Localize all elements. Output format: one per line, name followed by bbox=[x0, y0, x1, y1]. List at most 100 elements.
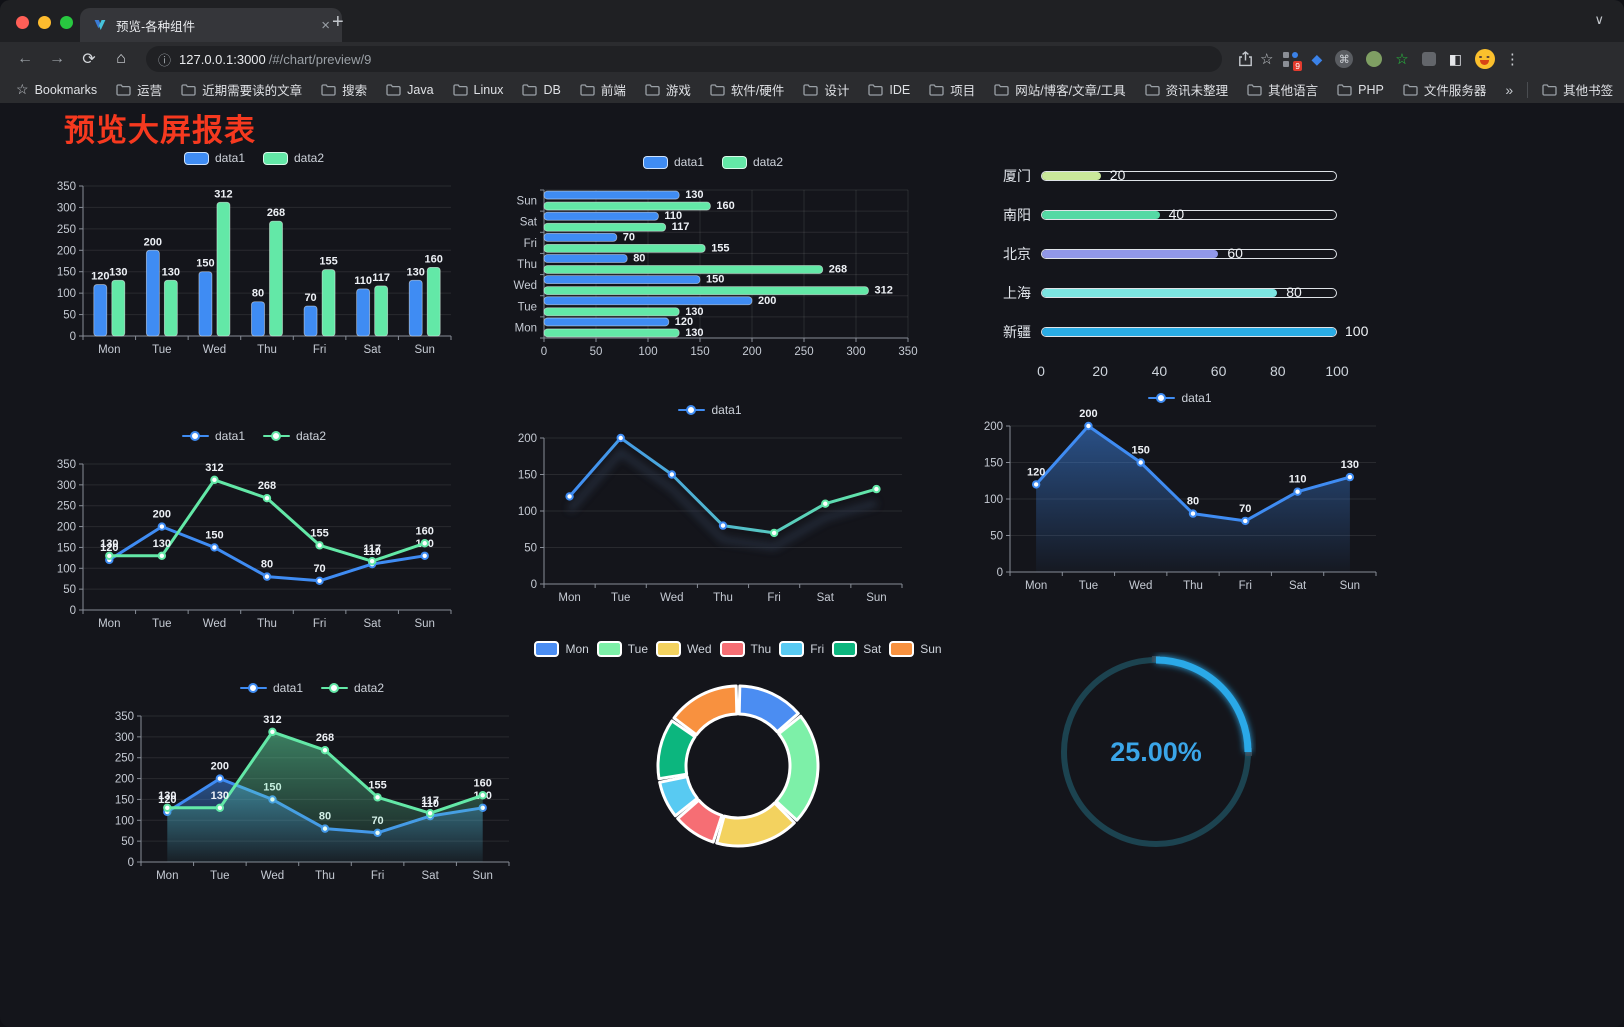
bookmark-item[interactable]: 资讯未整理 bbox=[1144, 80, 1229, 99]
site-info-icon[interactable]: ⓘ bbox=[158, 52, 172, 68]
extension-badge-count: 9 bbox=[1292, 60, 1303, 71]
pie-slice-wed[interactable] bbox=[715, 801, 796, 848]
puzzle-extensions-icon[interactable] bbox=[1421, 52, 1436, 66]
bookmark-item[interactable]: Java bbox=[386, 80, 434, 99]
bookmark-item-label: 资讯未整理 bbox=[1165, 84, 1229, 98]
green-dot-extension-icon[interactable] bbox=[1366, 51, 1383, 67]
browser-tab[interactable]: 预览-各种组件 × bbox=[80, 8, 342, 42]
command-extension-icon[interactable]: ⌘ bbox=[1335, 50, 1354, 68]
bookmark-item[interactable]: 文件服务器 bbox=[1403, 80, 1487, 99]
chart-legend: data1 data2 bbox=[45, 151, 463, 165]
svg-text:130: 130 bbox=[1341, 459, 1359, 471]
green-star-extension-icon[interactable]: ☆ bbox=[1395, 51, 1409, 68]
svg-text:130: 130 bbox=[162, 266, 180, 278]
pie-slice-sat[interactable] bbox=[656, 719, 697, 781]
legend-item[interactable]: data2 bbox=[321, 681, 384, 695]
svg-text:117: 117 bbox=[363, 543, 381, 555]
bookmark-star-icon[interactable]: ☆ bbox=[1260, 51, 1274, 68]
legend-item[interactable]: data2 bbox=[722, 155, 783, 169]
svg-text:50: 50 bbox=[121, 836, 134, 848]
folder-icon bbox=[522, 83, 538, 96]
bookmark-item[interactable]: 项目 bbox=[929, 80, 975, 99]
bookmark-item[interactable]: 近期需要读的文章 bbox=[181, 80, 302, 99]
bookmark-item[interactable]: 软件/硬件 bbox=[710, 80, 784, 99]
legend-label: Mon bbox=[565, 642, 589, 656]
share-icon[interactable] bbox=[1232, 51, 1258, 67]
legend-label: data2 bbox=[294, 151, 325, 165]
bookmarks-manager[interactable]: ☆ Bookmarks bbox=[16, 81, 97, 98]
bookmark-item[interactable]: PHP bbox=[1337, 80, 1384, 99]
axis-tick-label: 60 bbox=[1210, 363, 1227, 379]
legend-item[interactable]: Sat bbox=[832, 641, 881, 657]
legend-item[interactable]: data1 bbox=[181, 429, 245, 443]
home-button-icon[interactable]: ⌂ bbox=[116, 50, 126, 67]
svg-text:Wed: Wed bbox=[261, 870, 284, 882]
bookmark-item-label: 网站/博客/文章/工具 bbox=[1015, 84, 1126, 98]
svg-text:312: 312 bbox=[205, 462, 223, 474]
kite-extension-icon[interactable]: ◆ bbox=[1311, 50, 1323, 67]
legend-item[interactable]: Wed bbox=[656, 641, 712, 657]
bookmark-item[interactable]: DB bbox=[522, 80, 561, 99]
ring-progress-gauge: 25.00% bbox=[1056, 652, 1256, 858]
pie-slice-sun[interactable] bbox=[672, 684, 739, 737]
profile-avatar[interactable] bbox=[1474, 49, 1495, 69]
svg-text:Fri: Fri bbox=[524, 238, 537, 250]
legend-item[interactable]: Tue bbox=[596, 641, 648, 657]
reload-button-icon[interactable]: ⟳ bbox=[82, 51, 96, 68]
legend-item[interactable]: data2 bbox=[263, 151, 324, 165]
new-tab-button[interactable]: + bbox=[332, 11, 344, 33]
svg-text:Tue: Tue bbox=[611, 592, 630, 604]
legend-item[interactable]: data2 bbox=[263, 429, 326, 443]
legend-item[interactable]: data1 bbox=[678, 403, 742, 417]
bookmark-item[interactable]: IDE bbox=[868, 80, 910, 99]
close-window-button[interactable] bbox=[16, 16, 29, 29]
half-square-extension-icon[interactable]: ◧ bbox=[1448, 50, 1462, 67]
bookmark-item[interactable]: 游戏 bbox=[645, 80, 691, 99]
legend-item[interactable]: Fri bbox=[779, 641, 824, 657]
legend-item[interactable]: data1 bbox=[642, 155, 704, 169]
bookmark-item-label: Linux bbox=[473, 82, 504, 97]
bookmark-item[interactable]: 其他语言 bbox=[1247, 80, 1318, 99]
chart-legend: Mon Tue Wed Thu Fri Sat Sun bbox=[534, 641, 942, 657]
bookmark-item[interactable]: 搜索 bbox=[321, 80, 367, 99]
other-bookmarks-button[interactable]: 其他书签 bbox=[1542, 80, 1613, 99]
bookmark-item-label: 文件服务器 bbox=[1423, 84, 1487, 98]
bookmark-item[interactable]: 前端 bbox=[580, 80, 626, 99]
legend-label: Sat bbox=[863, 642, 882, 656]
tab-close-icon[interactable]: × bbox=[321, 16, 330, 34]
svg-text:Sat: Sat bbox=[520, 217, 538, 229]
progress-row: 厦门 20 bbox=[985, 156, 1397, 195]
legend-item[interactable]: data1 bbox=[1148, 391, 1212, 405]
bookmark-item-label: Java bbox=[407, 82, 434, 97]
progress-fill bbox=[1042, 327, 1336, 336]
bookmarks-overflow-chevron[interactable]: » bbox=[1505, 81, 1514, 98]
address-bar[interactable]: ⓘ 127.0.0.1:3000 /#/chart/preview/9 bbox=[146, 46, 1222, 72]
svg-text:80: 80 bbox=[261, 559, 273, 571]
svg-text:130: 130 bbox=[153, 538, 171, 550]
pie-slice-tue[interactable] bbox=[774, 714, 820, 822]
legend-item[interactable]: data1 bbox=[183, 151, 245, 165]
pie-slice-thu[interactable] bbox=[676, 798, 724, 844]
progress-track: 60 bbox=[1041, 245, 1337, 261]
bookmark-item[interactable]: 网站/博客/文章/工具 bbox=[994, 80, 1126, 99]
legend-item[interactable]: data1 bbox=[239, 681, 303, 695]
extension-grid-icon[interactable]: 9 bbox=[1283, 51, 1303, 71]
zoom-window-button[interactable] bbox=[60, 16, 73, 29]
pie-slice-fri[interactable] bbox=[658, 775, 699, 818]
bookmark-item[interactable]: 运营 bbox=[116, 80, 162, 99]
folder-icon bbox=[321, 83, 336, 96]
back-button-icon[interactable]: ← bbox=[17, 50, 33, 67]
pie-slice-mon[interactable] bbox=[737, 684, 800, 734]
bookmark-item[interactable]: Linux bbox=[452, 80, 504, 99]
forward-button-icon[interactable]: → bbox=[49, 50, 65, 67]
progress-track: 20 bbox=[1041, 167, 1337, 183]
tab-search-chevron-icon[interactable]: ∨ bbox=[1594, 12, 1604, 27]
minimize-window-button[interactable] bbox=[38, 16, 51, 29]
svg-text:250: 250 bbox=[794, 346, 813, 358]
legend-item[interactable]: Sun bbox=[889, 641, 942, 657]
browser-menu-icon[interactable]: ⋮ bbox=[1504, 51, 1520, 68]
legend-item[interactable]: Thu bbox=[719, 641, 771, 657]
legend-item[interactable]: Mon bbox=[534, 641, 589, 657]
folder-icon bbox=[116, 83, 131, 96]
bookmark-item[interactable]: 设计 bbox=[803, 80, 849, 99]
